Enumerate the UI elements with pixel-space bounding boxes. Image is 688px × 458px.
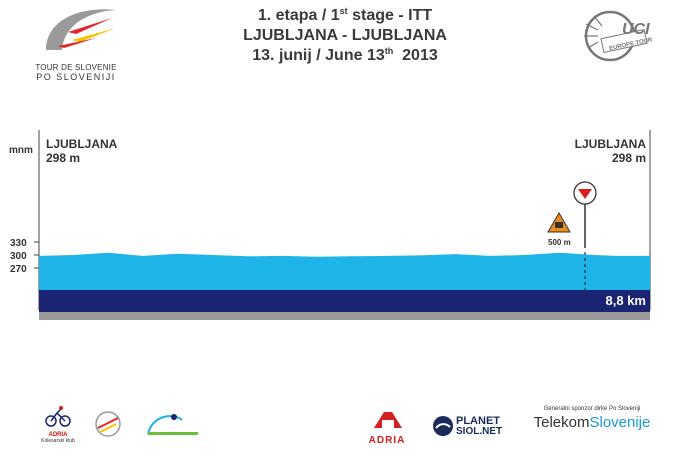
finish-altitude: 298 m (611, 151, 646, 165)
sponsor-swoosh-icon (147, 414, 198, 435)
profile-shadow (39, 312, 650, 320)
tour-logo-line1: TOUR DE SLOVENIE (35, 63, 117, 72)
tour-logo-line2: PO SLOVENIJI (36, 72, 116, 82)
tour-de-slovenie-logo: TOUR DE SLOVENIE PO SLOVENIJI (16, 2, 136, 82)
y-ticks: 330 300 270 (10, 238, 39, 275)
uci-logo-text: UCI (622, 21, 650, 38)
distance-label: 8,8 km (606, 293, 646, 308)
cyclist-icon (45, 406, 71, 427)
sponsor-logo-3 (142, 410, 202, 443)
start-name: LJUBLJANA (46, 137, 118, 151)
sponsor-telekom: Generalni sponzor dirke Po Sloveniji Tel… (522, 406, 662, 431)
finish-name: LJUBLJANA (574, 137, 646, 151)
marker-last-km-label: 500 m (548, 238, 571, 247)
title-line-2: LJUBLJANA - LJUBLJANA (243, 27, 447, 44)
planet-text: PLANET (456, 415, 500, 427)
y-tick-label: 270 (10, 264, 27, 275)
finish-label: LJUBLJANA 298 m (566, 137, 646, 165)
tour-logo-icon (46, 9, 116, 50)
uci-logo-icon: UCI EUROPE TOUR (584, 10, 654, 62)
sponsor-logo-2 (90, 410, 126, 443)
warning-symbol-icon (555, 222, 563, 228)
telekom-logo-text: TelekomSlovenije (533, 414, 651, 431)
y-tick-label: 300 (10, 251, 27, 262)
planet-icon (433, 416, 453, 436)
y-tick-label: 330 (10, 238, 27, 249)
stage-title: 1. etapa / 1st stage - ITT LJUBLJANA - L… (200, 6, 490, 66)
sponsor-kk-adria: ADRIA Kolesarski klub (38, 405, 78, 444)
start-label: LJUBLJANA 298 m (46, 137, 117, 165)
profile-area (39, 252, 650, 290)
adria-logo-icon (374, 412, 402, 428)
sponsor-emblem-icon (95, 411, 121, 437)
finish-triangle-icon (578, 189, 592, 199)
profile-base-band (39, 290, 650, 312)
title-line-3: 13. junij / June 13th 2013 (252, 46, 438, 65)
sponsor-adria: ADRIA (362, 410, 412, 446)
unit-label: mnm (9, 145, 33, 156)
general-sponsor-label: Generalni sponzor dirke Po Sloveniji (543, 406, 641, 412)
adria-text: ADRIA (368, 435, 406, 446)
start-altitude: 298 m (46, 151, 81, 165)
uci-europe-tour-logo: UCI EUROPE TOUR (574, 4, 654, 68)
siol-text: SIOL.NET (456, 426, 503, 437)
kk-adria-sub: Kolesarski klub (41, 438, 75, 444)
kk-adria-name: ADRIA (48, 432, 68, 438)
title-line-1: 1. etapa / 1st stage - ITT (257, 6, 433, 25)
